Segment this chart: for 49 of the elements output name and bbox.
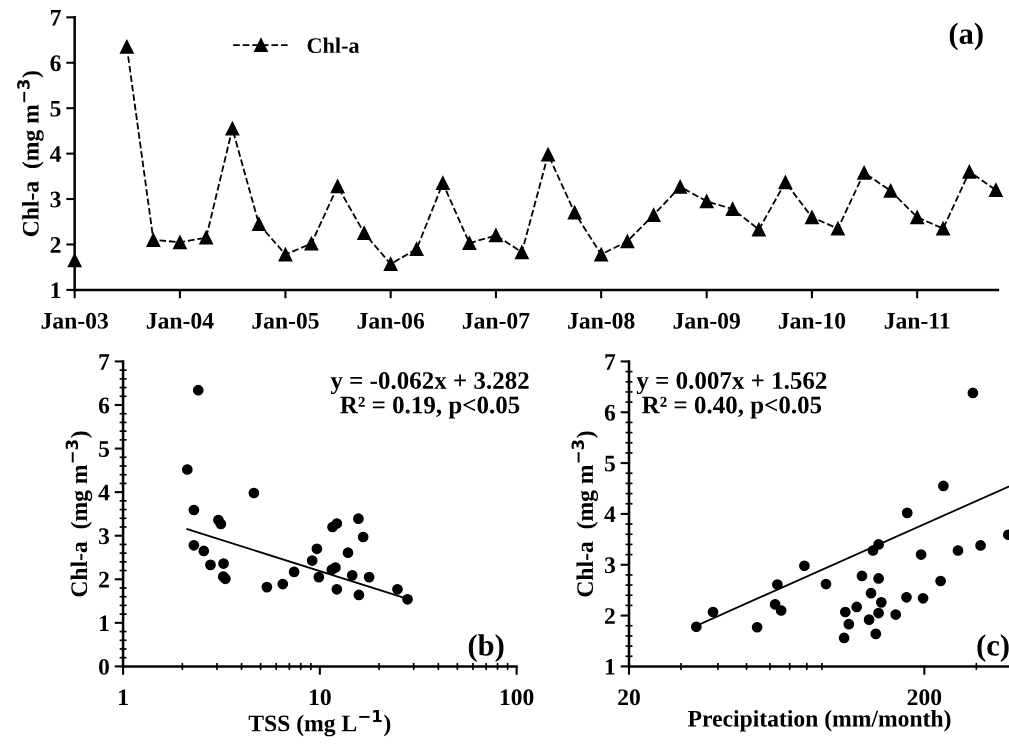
y-tick-label: 1 — [605, 659, 615, 675]
y-tick-label: 1 — [51, 282, 61, 299]
x-tick-label: Jan-11 — [884, 312, 950, 329]
x-tick-label: Jan-04 — [146, 312, 214, 329]
x-tick-label: Jan-05 — [252, 312, 319, 329]
y-tick-label: 6 — [50, 55, 61, 72]
y-axis-title: Chl-a (mg m$^{−3}$) — [65, 431, 93, 597]
y-tick-label: 6 — [98, 397, 110, 414]
y-tick-label: 2 — [99, 571, 109, 588]
x-tick-label: Jan-07 — [462, 312, 530, 329]
annotation: y = -0.062x + 3.282 — [330, 372, 529, 395]
y-tick-label: 3 — [604, 557, 616, 574]
y-axis-title: Chl-a (mg m$^{−3}$) — [17, 71, 44, 237]
annotation: R² = 0.40, p<0.05 — [642, 396, 822, 419]
y-tick-label: 5 — [99, 441, 110, 457]
x-tick-label: Jan-09 — [673, 312, 740, 329]
y-tick-label: 7 — [605, 354, 616, 370]
x-tick-label: Jan-03 — [41, 312, 108, 329]
y-tick-label: 0 — [99, 658, 109, 675]
legend-label: Chl-a — [307, 37, 360, 54]
x-tick-label: Jan-08 — [568, 312, 635, 329]
y-axis-title: Chl-a (mg m$^{−3}$) — [571, 431, 599, 597]
y-tick-label: 7 — [51, 10, 61, 26]
annotation: R² = 0.19, p<0.05 — [340, 396, 520, 419]
x-axis-title: TSS (mg L$^{−1}$) — [248, 710, 391, 737]
y-tick-label: 6 — [604, 404, 616, 421]
y-tick-label: 2 — [605, 608, 615, 624]
x-tick-label: 100 — [500, 689, 534, 706]
x-tick-label: 20 — [618, 689, 640, 706]
x-tick-label: 200 — [907, 689, 942, 706]
annotation: (b) — [468, 634, 504, 662]
annotation: y = 0.007x + 1.562 — [636, 372, 827, 395]
y-tick-label: 4 — [604, 506, 616, 523]
x-tick-label: 10 — [309, 689, 331, 706]
x-axis-title: Precipitation (mm/month) — [687, 710, 951, 732]
y-tick-label: 5 — [50, 100, 61, 117]
y-tick-label: 2 — [50, 237, 61, 253]
x-tick-label: 1 — [119, 689, 128, 706]
y-tick-label: 7 — [99, 354, 110, 370]
y-tick-label: 3 — [50, 191, 61, 208]
y-tick-label: 4 — [49, 146, 62, 162]
x-tick-label: Jan-10 — [778, 312, 846, 329]
y-tick-label: 5 — [604, 455, 615, 472]
x-tick-label: Jan-06 — [357, 312, 425, 329]
annotation: (a) — [949, 22, 983, 51]
y-tick-label: 3 — [98, 528, 110, 545]
annotation: (c) — [977, 634, 1009, 662]
y-tick-label: 4 — [98, 484, 110, 501]
y-tick-label: 1 — [99, 615, 109, 632]
